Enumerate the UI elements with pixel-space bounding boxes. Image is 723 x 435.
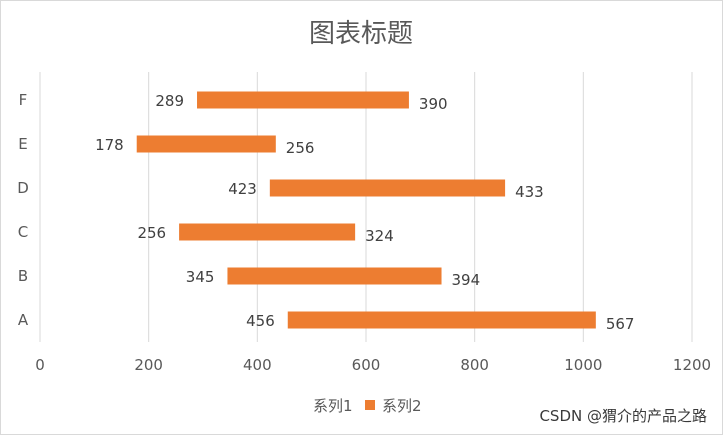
x-tick-label: 400 [243, 356, 272, 374]
chart-title: 图表标题 [309, 19, 413, 49]
bar-series2 [179, 223, 356, 241]
data-label-series1: 289 [155, 92, 184, 110]
bar-series2 [269, 179, 506, 197]
x-tick-label: 200 [134, 356, 163, 374]
legend: 系列1 系列2 [313, 397, 422, 415]
data-label-series1: 256 [137, 224, 166, 242]
data-label-series1: 178 [95, 136, 124, 154]
x-tick-label: 1200 [673, 356, 711, 374]
data-label-series2: 256 [286, 139, 315, 157]
bar-series2 [136, 135, 276, 153]
x-tick-label: 800 [460, 356, 489, 374]
y-category-label: F [19, 91, 28, 109]
x-axis: 0 200 400 600 800 1000 1200 [35, 356, 711, 374]
y-category-label: C [18, 223, 28, 241]
bar-series2 [197, 91, 409, 109]
legend-series2-label: 系列2 [382, 397, 422, 415]
gridlines [39, 72, 693, 342]
y-category-label: A [18, 311, 29, 329]
x-tick-label: 600 [352, 356, 381, 374]
data-label-series1: 345 [186, 268, 215, 286]
bars [136, 91, 596, 329]
data-label-series2: 567 [606, 315, 635, 333]
data-label-series2: 394 [452, 271, 481, 289]
y-axis: A B C D E F [17, 91, 29, 329]
y-category-label: B [18, 267, 28, 285]
data-labels: 456 567 345 394 256 324 423 433 178 256 289 390 [95, 92, 634, 333]
y-category-label: E [18, 135, 27, 153]
data-label-series2: 390 [419, 95, 448, 113]
data-label-series1: 456 [246, 312, 275, 330]
x-tick-label: 0 [35, 356, 45, 374]
legend-series1-label: 系列1 [313, 397, 353, 415]
data-label-series1: 423 [228, 180, 257, 198]
x-tick-label: 1000 [564, 356, 602, 374]
y-category-label: D [17, 179, 29, 197]
bar-series2 [227, 267, 442, 285]
legend-series2-swatch [365, 400, 375, 410]
data-label-series2: 433 [515, 183, 544, 201]
bar-series2 [287, 311, 596, 329]
data-label-series2: 324 [365, 227, 394, 245]
watermark: CSDN @猬介的产品之路 [539, 407, 707, 425]
